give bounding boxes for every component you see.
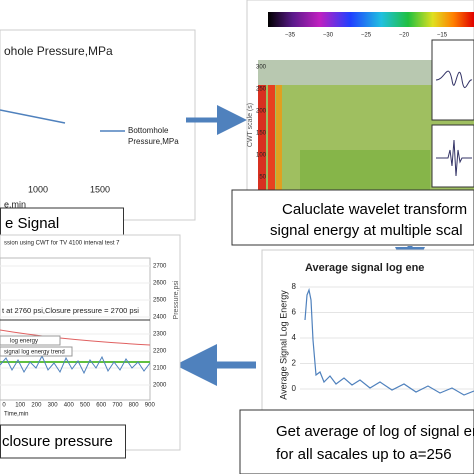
y2-label: Pressure,psi	[173, 280, 180, 319]
y-label: Average Signal Log Energy	[278, 290, 288, 400]
x-label: Time,min	[4, 412, 28, 418]
spectrogram-band	[276, 85, 282, 190]
colorbar	[268, 12, 474, 27]
y-tick-label: 50	[259, 175, 266, 181]
x-tick-label: 0	[2, 403, 6, 409]
y2-tick-label: 2500	[153, 298, 167, 304]
spectrogram-band	[258, 85, 266, 190]
colorbar-tick-label: −35	[285, 33, 296, 39]
y-label: CWT scale (s)	[247, 103, 254, 147]
caption-box	[0, 424, 126, 459]
caption: signal energy at multiple scal	[270, 222, 463, 239]
caption: for all sacales up to a=256	[276, 446, 452, 463]
y-tick-label: 4	[292, 333, 297, 342]
panel	[261, 249, 474, 416]
y-ticks: 8 6 4 2 0	[292, 282, 474, 393]
y-tick-label: 200	[256, 109, 267, 115]
panel-title: ssion using CWT for TV 4100 interval tes…	[4, 241, 120, 247]
x-tick-label: 100	[15, 403, 26, 409]
panel-title: ohole Pressure,MPa	[4, 44, 113, 58]
caption: e Signal	[5, 215, 59, 232]
x-label: e,min	[4, 199, 26, 209]
caption-box	[239, 409, 474, 474]
y-tick-label: 250	[256, 87, 267, 93]
y2-ticks: 2700 2600 2500 2400 2300 2200 2100 2000	[0, 264, 167, 389]
x-tick-label: 1500	[90, 184, 110, 194]
x-tick-label: 600	[96, 403, 107, 409]
y-tick-label: 300	[256, 65, 267, 71]
inset	[431, 39, 474, 121]
x-tick-label: 200	[31, 403, 42, 409]
y-tick-label: 150	[256, 131, 267, 137]
x-tick-label: 700	[112, 403, 123, 409]
legend-box	[0, 346, 73, 357]
caption: Caluclate wavelet transform	[282, 201, 467, 218]
legend-text: Pressure,MPa	[128, 137, 179, 146]
curve	[0, 354, 151, 375]
y-ticks: 300 250 200 150 100 50	[256, 65, 267, 181]
x-tick-label: 300	[48, 403, 59, 409]
x-tick-label: 900	[145, 403, 156, 409]
y2-tick-label: 2200	[153, 349, 167, 355]
panel-title: Average signal log ene	[305, 262, 424, 274]
y2-tick-label: 2600	[153, 281, 167, 287]
caption: closure pressure	[2, 433, 113, 450]
y-tick-label: 2	[292, 359, 297, 368]
x-tick-label: 1000	[28, 184, 48, 194]
y2-tick-label: 2400	[153, 315, 167, 321]
y-tick-label: 100	[256, 153, 267, 159]
colorbar-tick-label: −20	[399, 33, 410, 39]
caption-box	[0, 207, 124, 239]
plot-area	[0, 257, 151, 401]
legend-text: Bottomhole	[128, 126, 169, 135]
y2-tick-label: 2000	[153, 383, 167, 389]
legend-box	[0, 335, 61, 346]
colorbar-ticks: −35 −30 −25 −20 −15	[285, 33, 448, 39]
y-tick-label: 8	[292, 282, 297, 291]
curve	[0, 109, 66, 124]
y-tick-label: 0	[292, 384, 297, 393]
curve	[304, 287, 474, 396]
colorbar-tick-label: −30	[323, 33, 334, 39]
curve	[0, 329, 151, 346]
colorbar-tick-label: −25	[361, 33, 372, 39]
colorbar-tick-label: −15	[437, 33, 448, 39]
y2-tick-label: 2700	[153, 264, 167, 270]
y2-tick-label: 2100	[153, 366, 167, 372]
spectrogram-band	[300, 150, 430, 190]
y-tick-label: 6	[292, 308, 297, 317]
legend-text: signal log energy trend	[4, 350, 65, 356]
inset	[431, 124, 474, 188]
y2-tick-label: 2300	[153, 332, 167, 338]
caption: Get average of log of signal en	[276, 423, 474, 440]
x-ticks: 0 100 200 300 400 500 600 700 800 900	[2, 403, 155, 409]
panel	[0, 29, 196, 221]
x-tick-label: 800	[129, 403, 140, 409]
annotation: t at 2760 psi,Closure pressure = 2700 ps…	[2, 306, 139, 315]
caption-box	[231, 189, 474, 246]
spectrogram-band	[268, 85, 275, 190]
x-tick-label: 500	[80, 403, 91, 409]
wavelet	[435, 70, 473, 88]
wavelet	[436, 139, 472, 177]
x-tick-label: 400	[64, 403, 75, 409]
legend-text: log energy	[10, 339, 38, 345]
